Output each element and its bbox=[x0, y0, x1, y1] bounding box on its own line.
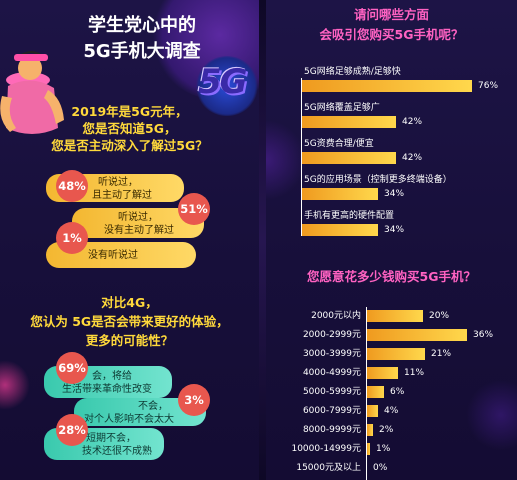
chart2-bar bbox=[367, 405, 378, 417]
chart2-axis bbox=[366, 307, 367, 480]
chart2-bar bbox=[367, 443, 370, 455]
chart2-bar bbox=[367, 367, 398, 379]
chart1-value-label: 34% bbox=[384, 189, 405, 199]
chart2-value-label: 2% bbox=[379, 425, 394, 435]
chart1-value-label: 42% bbox=[402, 153, 423, 163]
answer-text: 不会， bbox=[138, 401, 168, 412]
chart1-bar bbox=[302, 80, 472, 92]
chart2-value-label: 20% bbox=[429, 311, 450, 321]
chart1-bar bbox=[302, 188, 378, 200]
q1-line2: 您是否知道5G， bbox=[82, 121, 177, 136]
chart1-bar bbox=[302, 152, 396, 164]
chart2-category-label: 3000-3999元 bbox=[302, 349, 361, 359]
chart2-bar bbox=[367, 386, 384, 398]
q1-line3: 您是否主动深入了解过5G？ bbox=[51, 138, 208, 153]
chart1-value-label: 76% bbox=[478, 81, 499, 91]
decor-blob bbox=[466, 380, 517, 450]
answer-text: 对个人影响不会太大 bbox=[84, 414, 174, 425]
chart2-bar bbox=[367, 348, 425, 360]
answer-text: 没有听说过 bbox=[88, 250, 138, 261]
left-column: 学生党心中的 5G手机大调查 5G 2019年是5G元年， 您是否知道5G， 您… bbox=[0, 0, 259, 460]
chart2-value-label: 21% bbox=[431, 349, 452, 359]
answer-text: 短期不会， bbox=[86, 433, 136, 444]
q2-line1: 对比4G， bbox=[101, 295, 158, 310]
answer-text: 会，将给 bbox=[92, 371, 132, 382]
chart2-value-label: 4% bbox=[384, 406, 399, 416]
chart1-category-label: 5G的应用场景（控制更多终端设备） bbox=[304, 175, 452, 185]
answer-text: 技术还很不成熟 bbox=[82, 446, 152, 457]
q1-pct-circle: 48% bbox=[56, 170, 88, 202]
chart2-category-label: 4000-4999元 bbox=[302, 368, 361, 378]
chart1-category-label: 5G网络覆盖足够广 bbox=[304, 103, 380, 113]
page-title-line1: 学生党心中的 bbox=[88, 15, 196, 36]
page-title-line2: 5G手机大调查 bbox=[83, 41, 201, 62]
chart2-category-label: 15000元及以上 bbox=[296, 463, 361, 473]
q2-pct-circle: 69% bbox=[56, 352, 88, 384]
chart1-axis bbox=[301, 78, 302, 236]
answer-text: 生活带来革命性改变 bbox=[62, 384, 152, 395]
q3-line2: 会吸引您购买5G手机呢？ bbox=[319, 27, 464, 42]
q4-title: 您愿意花多少钱购买5G手机？ bbox=[307, 269, 476, 284]
right-column: 请问哪些方面 会吸引您购买5G手机呢？ 5G网络足够成熟/足够快 76% 5G网络覆… bbox=[266, 0, 517, 480]
chart2-value-label: 6% bbox=[390, 387, 405, 397]
chart2-category-label: 2000-2999元 bbox=[302, 330, 361, 340]
decor-blob bbox=[0, 360, 30, 410]
answer-text: 听说过， bbox=[118, 212, 158, 223]
answer-text: 且主动了解过 bbox=[92, 190, 152, 201]
q3-line1: 请问哪些方面 bbox=[353, 7, 429, 22]
decor-blob bbox=[266, 120, 306, 200]
chart2-bar bbox=[367, 310, 423, 322]
column-divider bbox=[259, 0, 266, 480]
q2-line3: 更多的可能性？ bbox=[85, 333, 174, 348]
chart2-bar bbox=[367, 329, 467, 341]
chart2-category-label: 8000-9999元 bbox=[302, 425, 361, 435]
chart2-value-label: 11% bbox=[404, 368, 425, 378]
chart2-value-label: 1% bbox=[376, 444, 391, 454]
chart2-category-label: 5000-5999元 bbox=[302, 387, 361, 397]
q2-pct-circle: 3% bbox=[178, 384, 210, 416]
chart1-value-label: 42% bbox=[402, 117, 423, 127]
chart1-category-label: 5G网络足够成熟/足够快 bbox=[304, 67, 401, 77]
q1-pct-circle: 1% bbox=[56, 222, 88, 254]
chart2-value-label: 36% bbox=[473, 330, 494, 340]
chart2-value-label: 0% bbox=[373, 463, 388, 473]
decor-blob bbox=[196, 56, 258, 116]
chart2-category-label: 2000元以内 bbox=[311, 311, 361, 321]
chart2-bar bbox=[367, 424, 373, 436]
chart1-bar bbox=[302, 224, 378, 236]
q1-pct-circle: 51% bbox=[178, 193, 210, 225]
chart1-category-label: 5G资费合理/便宜 bbox=[304, 139, 374, 149]
chart1-category-label: 手机有更高的硬件配置 bbox=[304, 211, 395, 221]
q1-line1: 2019年是5G元年， bbox=[71, 104, 188, 119]
chart2-category-label: 6000-7999元 bbox=[302, 406, 361, 416]
q2-pct-circle: 28% bbox=[56, 414, 88, 446]
chart1-value-label: 34% bbox=[384, 225, 405, 235]
answer-text: 没有主动了解过 bbox=[104, 225, 174, 236]
5g-badge: 5G bbox=[198, 62, 248, 102]
q2-line2: 您认为 5G是否会带来更好的体验， bbox=[30, 314, 229, 329]
answer-text: 听说过， bbox=[98, 177, 138, 188]
person-illustration bbox=[0, 51, 64, 134]
chart1-bar bbox=[302, 116, 396, 128]
chart2-category-label: 10000-14999元 bbox=[291, 444, 361, 454]
